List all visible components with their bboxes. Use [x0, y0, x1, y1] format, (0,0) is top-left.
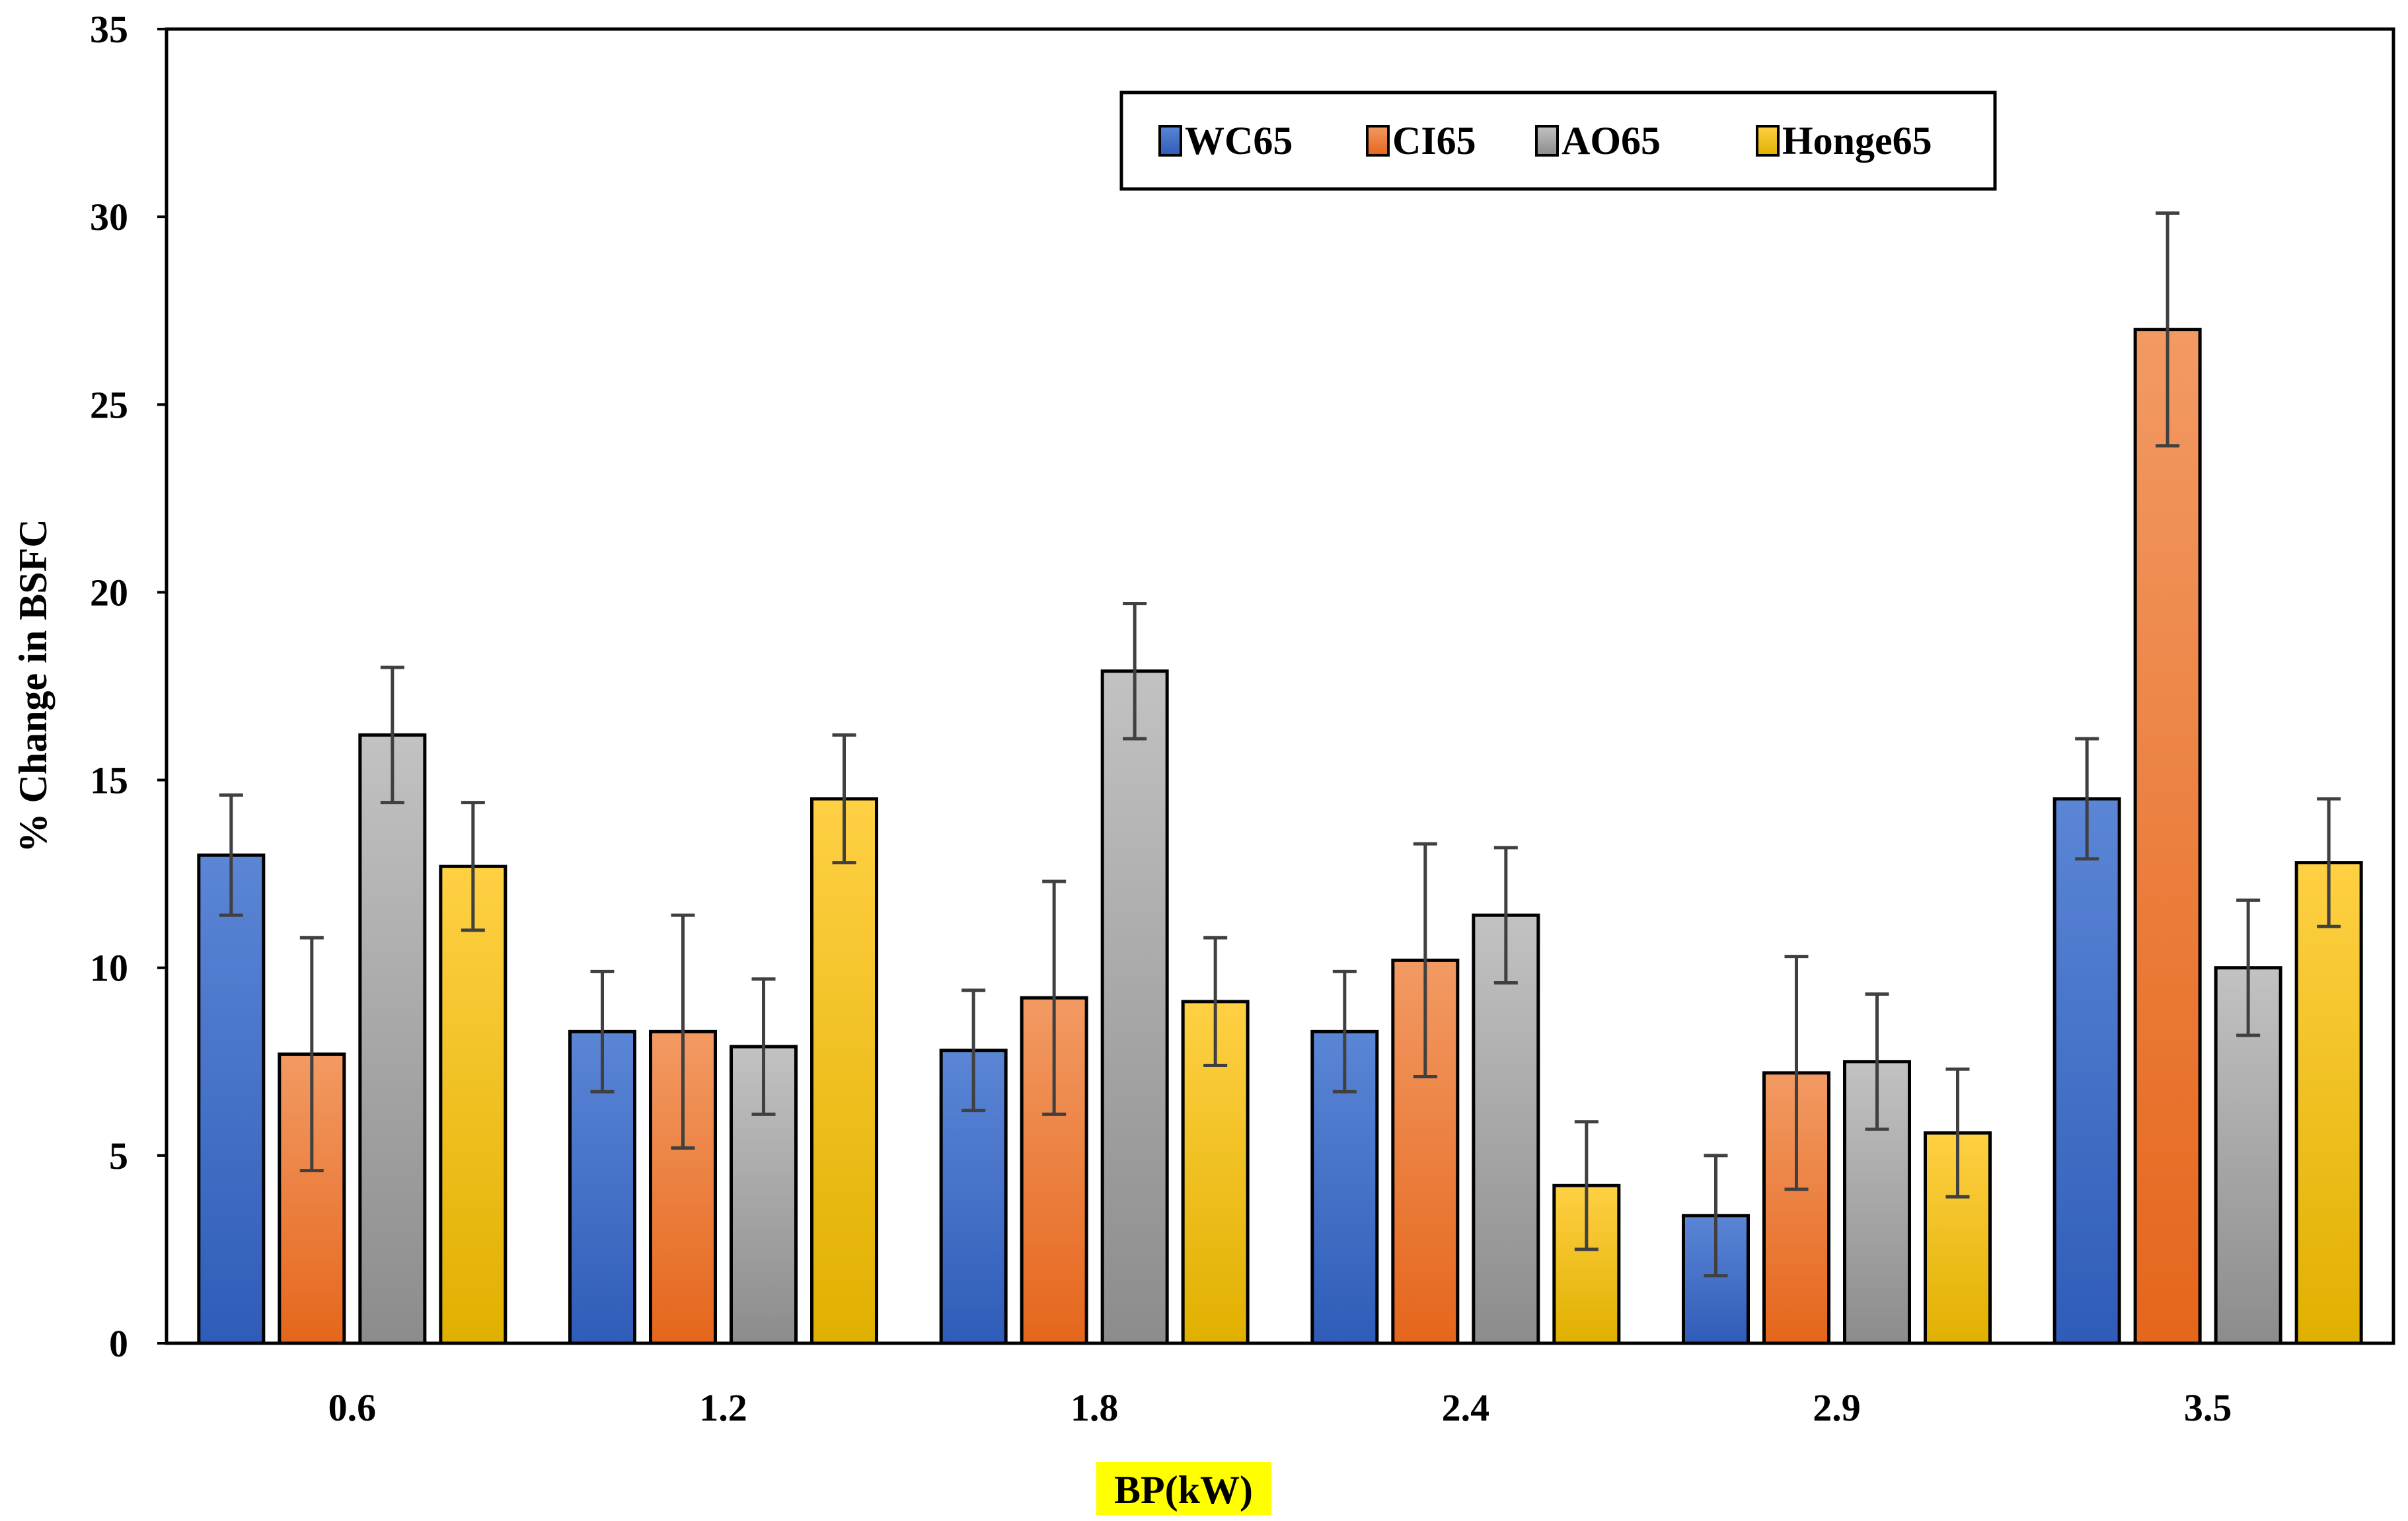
y-tick-label: 25 — [90, 383, 128, 426]
bars-layer — [197, 211, 2363, 1345]
x-axis-title: BP(kW) — [1114, 1468, 1253, 1512]
y-tick-label: 5 — [109, 1134, 128, 1177]
bar-honge65-1-2 — [810, 797, 878, 1345]
x-tick-label: 2.9 — [1813, 1386, 1861, 1429]
x-axis-title-highlight — [1096, 1462, 1271, 1515]
plot-frame — [165, 27, 2395, 1345]
x-tick-label: 2.4 — [1442, 1386, 1490, 1429]
legend-swatch-wc65 — [1158, 125, 1182, 157]
bar-ci65-3-5 — [2133, 328, 2202, 1345]
y-tick-labels: 0 5 10 15 20 25 30 35 — [90, 8, 167, 1365]
legend-swatch-honge65 — [1756, 125, 1780, 157]
y-tick-label: 10 — [90, 947, 128, 990]
legend-box — [1119, 91, 1997, 191]
y-tick-label: 30 — [90, 196, 128, 239]
bar-wc65-0-6 — [197, 853, 266, 1345]
y-tick-label: 15 — [90, 759, 128, 802]
bar-honge65-3-5 — [2294, 861, 2363, 1345]
bar-ao65-1-8 — [1100, 669, 1169, 1345]
bar-honge65-0-6 — [439, 864, 508, 1345]
x-tick-label: 3.5 — [2184, 1386, 2232, 1429]
legend-label-wc65: WC65 — [1185, 119, 1293, 163]
legend: WC65 CI65 AO65 Honge65 — [1119, 91, 1997, 191]
y-tick-label: 0 — [109, 1322, 128, 1365]
y-tick-label: 20 — [90, 571, 128, 614]
legend-label-honge65: Honge65 — [1782, 119, 1932, 163]
bar-ao65-0-6 — [358, 733, 427, 1345]
x-tick-label: 0.6 — [328, 1386, 377, 1429]
x-tick-label: 1.8 — [1071, 1386, 1119, 1429]
x-tick-label: 1.2 — [699, 1386, 747, 1429]
legend-swatch-ci65 — [1366, 125, 1390, 157]
bar-wc65-3-5 — [2052, 797, 2121, 1345]
x-tick-labels: 0.6 1.2 1.8 2.4 2.9 3.5 — [328, 1386, 2232, 1429]
y-tick-label: 35 — [90, 8, 128, 51]
legend-swatch-ao65 — [1535, 125, 1559, 157]
y-axis-title: % Change in BSFC — [11, 519, 55, 852]
legend-label-ao65: AO65 — [1561, 119, 1661, 163]
legend-label-ci65: CI65 — [1392, 119, 1476, 163]
